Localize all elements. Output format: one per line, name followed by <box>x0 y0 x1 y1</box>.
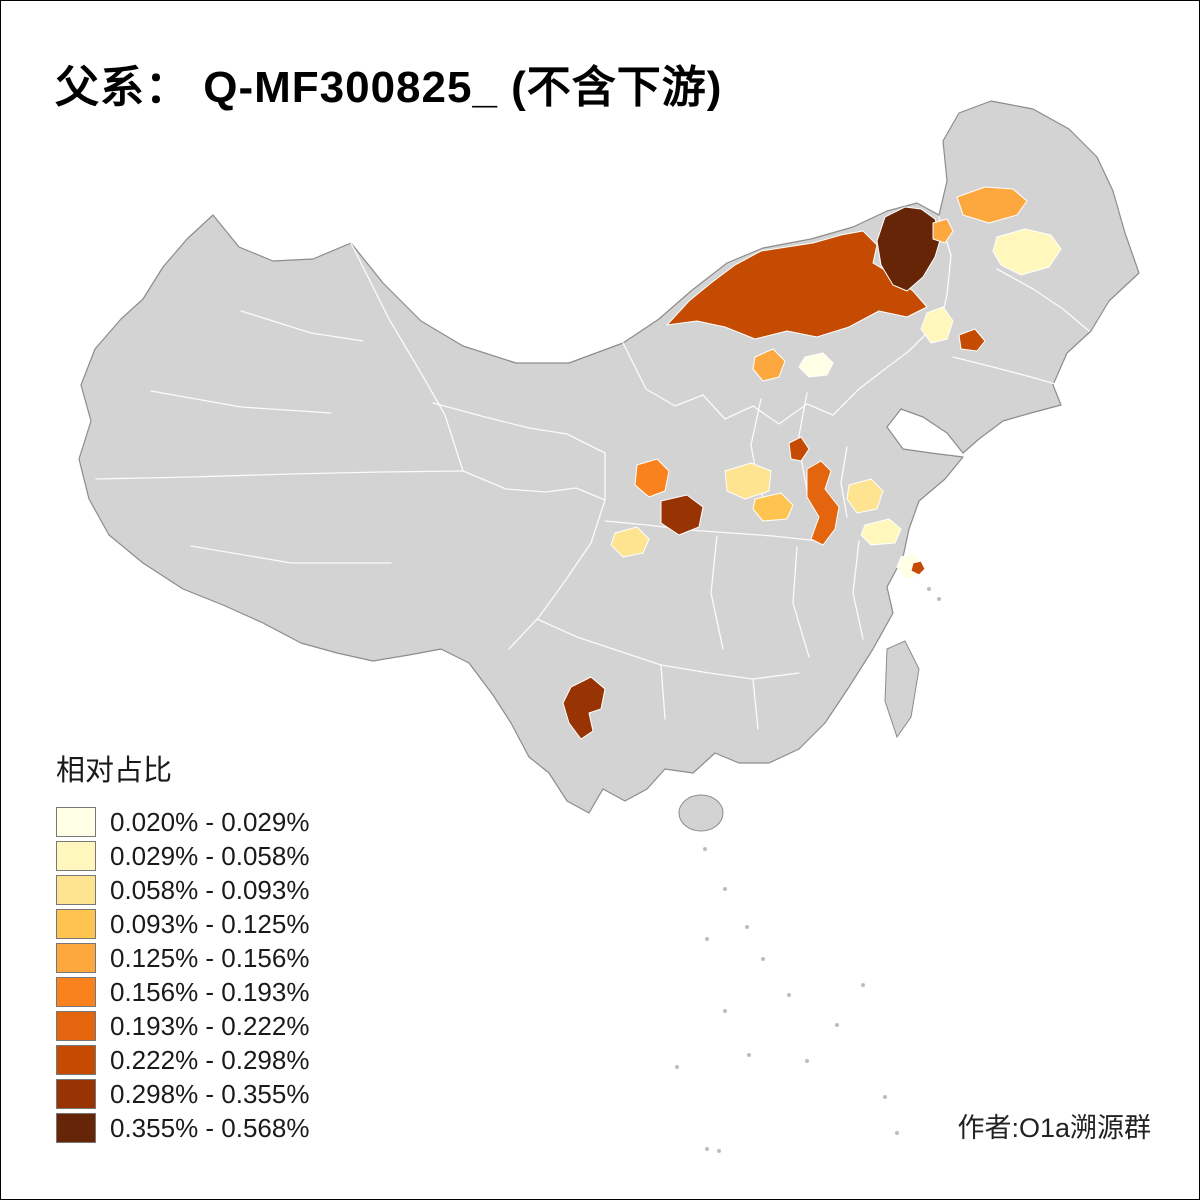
legend-label: 0.125% - 0.156% <box>110 942 310 973</box>
author-credit: 作者:O1a溯源群 <box>957 1113 1151 1143</box>
legend-swatch <box>56 977 96 1007</box>
region-hebei-north <box>752 348 786 382</box>
legend-row: 0.298% - 0.355% <box>56 1077 309 1111</box>
region-heilongjiang-east <box>992 228 1062 276</box>
region-inner-mongolia-northeast <box>876 206 942 292</box>
region-henan-east <box>846 478 884 514</box>
region-sichuan-east <box>610 526 650 558</box>
region-shanghai-coast <box>910 560 926 576</box>
legend: 相对占比 0.020% - 0.029% 0.029% - 0.058% 0.0… <box>56 747 309 1145</box>
legend-swatch <box>56 909 96 939</box>
legend-row: 0.058% - 0.093% <box>56 873 309 907</box>
region-inner-mongolia-east-small <box>932 218 954 244</box>
legend-label: 0.298% - 0.355% <box>110 1078 310 1109</box>
region-heilongjiang-west <box>956 186 1028 224</box>
legend-label: 0.058% - 0.093% <box>110 874 310 905</box>
legend-row: 0.125% - 0.156% <box>56 941 309 975</box>
region-jiangsu-south <box>860 518 902 546</box>
region-liaoning-east <box>958 328 986 352</box>
region-shanxi-south <box>788 436 810 462</box>
legend-row: 0.222% - 0.298% <box>56 1043 309 1077</box>
legend-row: 0.156% - 0.193% <box>56 975 309 1009</box>
choropleth-regions <box>562 186 1062 740</box>
legend-swatch <box>56 1045 96 1075</box>
legend-row: 0.093% - 0.125% <box>56 907 309 941</box>
legend-swatch <box>56 1011 96 1041</box>
legend-swatch <box>56 943 96 973</box>
legend-row: 0.193% - 0.222% <box>56 1009 309 1043</box>
hainan-island <box>678 794 724 832</box>
legend-label: 0.029% - 0.058% <box>110 840 310 871</box>
region-shaanxi-north <box>634 458 670 498</box>
islands <box>675 587 941 1153</box>
legend-label: 0.193% - 0.222% <box>110 1010 310 1041</box>
legend-row: 0.020% - 0.029% <box>56 805 309 839</box>
region-liaoning-central <box>920 306 954 344</box>
legend-label: 0.355% - 0.568% <box>110 1112 310 1143</box>
region-shaanxi-central <box>660 494 704 536</box>
legend-swatch <box>56 841 96 871</box>
region-henan-southwest <box>752 492 794 522</box>
legend-label: 0.093% - 0.125% <box>110 908 310 939</box>
legend-swatch <box>56 875 96 905</box>
legend-swatch <box>56 807 96 837</box>
region-henan-west <box>724 462 772 500</box>
legend-swatch <box>56 1113 96 1143</box>
legend-row: 0.029% - 0.058% <box>56 839 309 873</box>
taiwan-island <box>884 640 920 739</box>
legend-label: 0.156% - 0.193% <box>110 976 310 1007</box>
legend-swatch <box>56 1079 96 1109</box>
page-title: 父系： Q-MF300825_ (不含下游) <box>55 63 723 112</box>
south-china-sea-islets <box>675 587 941 1153</box>
legend-row: 0.355% - 0.568% <box>56 1111 309 1145</box>
legend-title: 相对占比 <box>56 755 173 787</box>
legend-label: 0.222% - 0.298% <box>110 1044 310 1075</box>
legend-label: 0.020% - 0.029% <box>110 806 310 837</box>
region-beijing <box>798 352 834 378</box>
region-henan-central <box>806 460 840 546</box>
region-yunnan-south <box>562 676 606 740</box>
